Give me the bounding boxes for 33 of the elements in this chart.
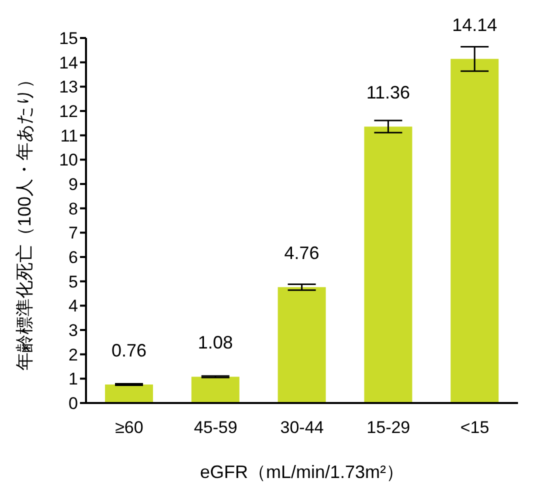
y-tick-label: 2 [68,345,78,364]
x-axis-title: eGFR（mL/min/1.73m²） [200,462,404,482]
bar [278,287,326,403]
y-tick-label: 11 [60,126,78,146]
y-tick-label: 14 [59,53,78,72]
y-tick-label: 6 [68,248,78,268]
y-tick-label: 12 [59,102,78,122]
x-tick-label: <15 [460,418,490,438]
x-tick-label: 30-44 [280,418,324,438]
data-label: 1.08 [198,332,233,353]
data-label: 14.14 [452,14,498,35]
y-tick-label: 13 [59,78,78,97]
data-label: 4.76 [284,243,320,264]
y-tick-label: 1 [68,370,78,389]
y-tick-label: 10 [59,150,78,170]
y-tick-label: 7 [68,224,78,243]
y-tick-label: 5 [68,272,78,292]
data-label: 0.76 [111,340,147,361]
data-label: 11.36 [366,82,410,103]
bar [450,58,499,403]
bar [191,376,240,403]
y-tick-label: 8 [68,199,78,218]
x-tick-label: ≥60 [115,418,144,438]
y-tick-label: 0 [68,394,78,414]
x-tick-label: 15-29 [366,418,410,438]
bar [364,126,412,403]
bar [105,384,154,403]
y-axis-title: 年齢標準化死亡（100人・年あたり） [14,70,34,371]
y-tick-label: 9 [68,175,78,194]
y-tick-label: 3 [68,321,78,340]
y-tick-label: 4 [68,296,78,316]
y-tick-label: 15 [59,29,78,48]
x-tick-label: 45-59 [194,418,238,438]
